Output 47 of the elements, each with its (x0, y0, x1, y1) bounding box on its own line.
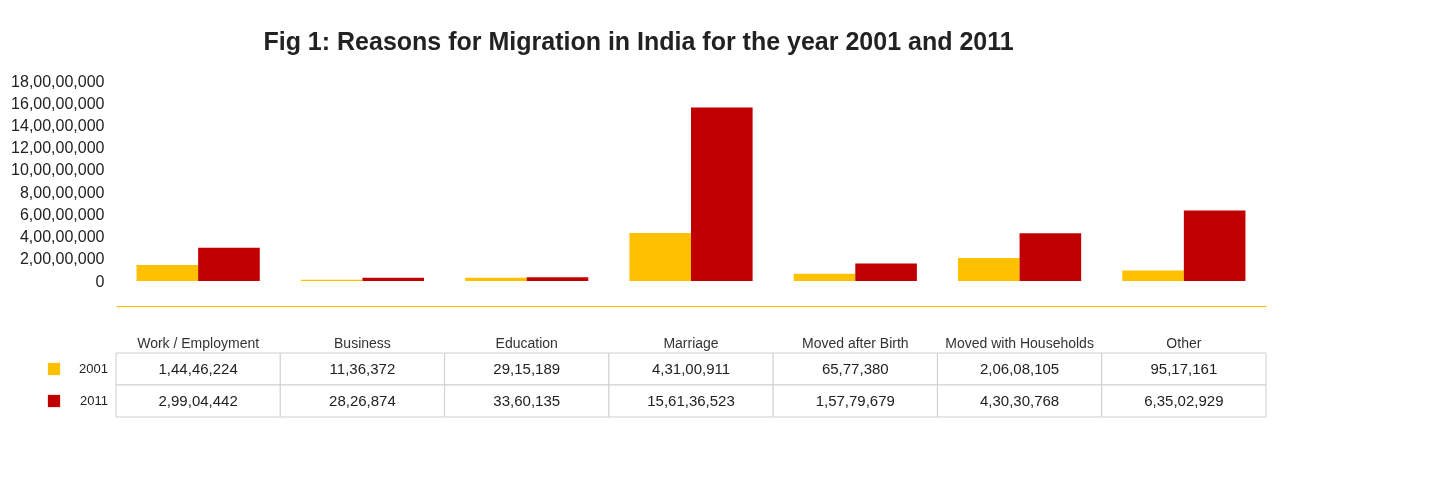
bar (691, 107, 753, 281)
x-tick-label: Other (1166, 334, 1202, 351)
y-tick-label: 16,00,00,000 (11, 94, 105, 112)
bar (629, 233, 691, 281)
data-label: 6,35,02,929 (1144, 392, 1224, 409)
bar (465, 277, 527, 281)
data-label: 2,06,08,105 (979, 360, 1060, 377)
data-label: 33,60,135 (493, 392, 561, 409)
x-tick-label: Education (495, 334, 558, 351)
data-label: 28,26,874 (329, 392, 396, 409)
data-label: 65,77,380 (821, 360, 889, 377)
bar (957, 258, 1020, 281)
x-tick-label: Moved after Birth (801, 334, 909, 351)
y-tick-label: 6,00,00,000 (19, 205, 105, 223)
legend-label: 2011 (80, 393, 108, 408)
y-tick-label: 18,00,00,000 (11, 72, 105, 90)
y-tick-label: 10,00,00,000 (11, 161, 105, 179)
bar (526, 277, 589, 281)
legend-label: 2001 (79, 361, 108, 376)
bar (1122, 270, 1184, 281)
y-tick-label: 2,00,00,000 (19, 250, 105, 268)
bar (793, 273, 856, 281)
data-label: 15,61,36,523 (647, 392, 735, 409)
bar (198, 247, 260, 281)
y-tick-label: 12,00,00,000 (11, 139, 105, 157)
data-label: 4,30,30,768 (979, 392, 1060, 409)
data-label: 1,44,46,224 (158, 360, 238, 377)
y-tick-label: 8,00,00,000 (19, 183, 105, 201)
data-label: 29,15,189 (493, 360, 561, 377)
data-label: 4,31,00,911 (651, 360, 731, 377)
x-tick-label: Marriage (663, 334, 719, 351)
x-tick-label: Business (334, 334, 391, 351)
data-label: 1,57,79,679 (815, 392, 895, 409)
x-tick-label: Work / Employment (137, 334, 260, 351)
x-tick-label: Moved with Households (945, 334, 1094, 351)
bar (1183, 210, 1246, 281)
y-tick-label: 0 (95, 272, 105, 290)
bar (855, 263, 917, 281)
bar (362, 277, 425, 281)
y-tick-label: 4,00,00,000 (19, 228, 105, 246)
bar (1019, 233, 1082, 281)
y-tick-label: 14,00,00,000 (11, 116, 105, 134)
chart-title: Fig 1: Reasons for Migration in India for the year 2001 and 2011 (263, 27, 1014, 55)
bar (136, 264, 199, 281)
data-label: 11,36,372 (329, 360, 396, 377)
data-label: 2,99,04,442 (158, 392, 238, 409)
data-label: 95,17,161 (1150, 360, 1218, 377)
